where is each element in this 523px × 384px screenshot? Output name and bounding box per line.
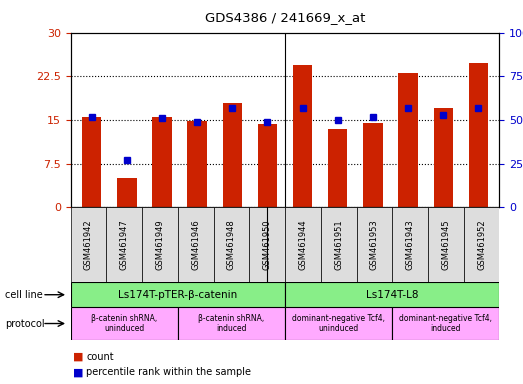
Text: GSM461943: GSM461943 <box>406 219 415 270</box>
Bar <box>187 121 207 207</box>
Bar <box>249 207 285 282</box>
Bar <box>258 124 277 207</box>
Bar <box>71 207 106 282</box>
Text: GSM461942: GSM461942 <box>84 220 93 270</box>
Bar <box>293 65 312 207</box>
Bar <box>428 207 464 282</box>
Bar <box>71 282 285 307</box>
Text: GSM461945: GSM461945 <box>441 220 450 270</box>
Text: GSM461951: GSM461951 <box>334 220 343 270</box>
Bar <box>178 307 285 340</box>
Text: ■: ■ <box>73 367 84 377</box>
Bar <box>363 123 383 207</box>
Bar <box>106 207 142 282</box>
Bar <box>357 207 392 282</box>
Text: Ls174T-L8: Ls174T-L8 <box>366 290 418 300</box>
Text: β-catenin shRNA,
induced: β-catenin shRNA, induced <box>198 314 265 333</box>
Bar <box>117 178 137 207</box>
Bar <box>434 108 453 207</box>
Text: dominant-negative Tcf4,
induced: dominant-negative Tcf4, induced <box>400 314 492 333</box>
Bar <box>469 63 488 207</box>
Bar <box>392 207 428 282</box>
Text: protocol: protocol <box>5 318 45 329</box>
Text: GSM461952: GSM461952 <box>477 220 486 270</box>
Bar <box>213 207 249 282</box>
Text: count: count <box>86 352 114 362</box>
Text: Ls174T-pTER-β-catenin: Ls174T-pTER-β-catenin <box>118 290 237 300</box>
Text: GSM461949: GSM461949 <box>155 220 164 270</box>
Text: GDS4386 / 241669_x_at: GDS4386 / 241669_x_at <box>205 12 365 25</box>
Text: ■: ■ <box>73 352 84 362</box>
Bar <box>152 117 172 207</box>
Text: GSM461953: GSM461953 <box>370 219 379 270</box>
Text: dominant-negative Tcf4,
uninduced: dominant-negative Tcf4, uninduced <box>292 314 385 333</box>
Bar <box>142 207 178 282</box>
Bar <box>71 307 178 340</box>
Bar <box>328 129 347 207</box>
Text: GSM461946: GSM461946 <box>191 219 200 270</box>
Bar <box>285 307 392 340</box>
Text: β-catenin shRNA,
uninduced: β-catenin shRNA, uninduced <box>91 314 157 333</box>
Bar <box>464 207 499 282</box>
Bar <box>178 207 213 282</box>
Bar <box>82 117 101 207</box>
Bar <box>399 73 418 207</box>
Text: percentile rank within the sample: percentile rank within the sample <box>86 367 251 377</box>
Bar <box>285 282 499 307</box>
Bar <box>223 103 242 207</box>
Text: GSM461948: GSM461948 <box>227 219 236 270</box>
Text: cell line: cell line <box>5 290 43 300</box>
Text: GSM461950: GSM461950 <box>263 220 271 270</box>
Text: GSM461947: GSM461947 <box>120 219 129 270</box>
Bar <box>285 207 321 282</box>
Bar <box>321 207 357 282</box>
Bar <box>392 307 499 340</box>
Text: GSM461944: GSM461944 <box>299 220 308 270</box>
